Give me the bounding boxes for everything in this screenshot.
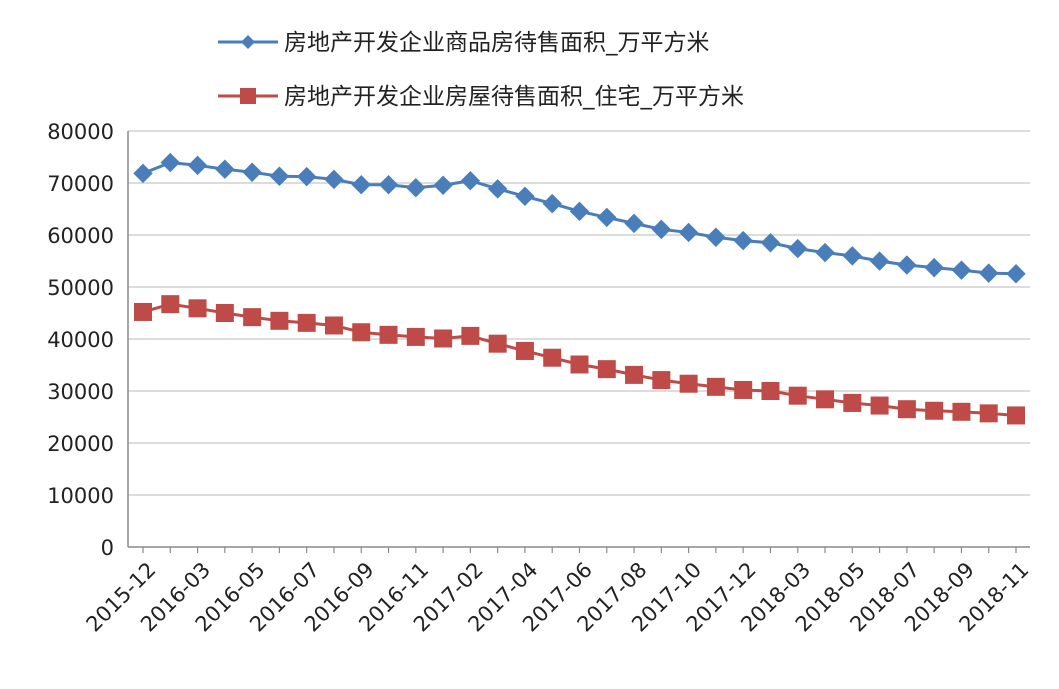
data-point xyxy=(1006,264,1026,284)
data-point xyxy=(815,242,835,263)
data-point xyxy=(215,159,235,179)
data-point xyxy=(188,299,207,318)
data-point xyxy=(897,255,917,275)
data-point xyxy=(569,201,590,222)
data-point xyxy=(134,302,152,321)
data-point xyxy=(734,380,753,399)
data-point xyxy=(760,233,781,253)
data-point xyxy=(433,175,453,195)
data-point xyxy=(434,329,453,348)
data-point xyxy=(679,374,698,393)
data-point xyxy=(460,171,481,191)
data-point xyxy=(869,251,890,271)
data-point xyxy=(187,155,208,176)
data-point xyxy=(161,295,180,314)
data-point xyxy=(324,169,344,190)
data-point xyxy=(924,257,944,278)
data-point xyxy=(160,152,180,173)
legend-label: 房地产开发企业房屋待售面积_住宅_万平方米 xyxy=(284,84,744,110)
data-point xyxy=(515,186,535,206)
data-point xyxy=(843,393,862,412)
data-point xyxy=(952,402,971,421)
data-point xyxy=(378,175,399,195)
data-point xyxy=(297,313,316,332)
data-point xyxy=(352,323,371,342)
data-point xyxy=(1007,406,1025,425)
data-point xyxy=(652,371,671,390)
y-tick-label: 50000 xyxy=(47,276,114,300)
y-tick-label: 30000 xyxy=(47,380,114,404)
data-point xyxy=(979,404,998,423)
gridlines xyxy=(128,130,1030,496)
data-point xyxy=(324,316,343,335)
data-point xyxy=(406,177,426,198)
data-point xyxy=(624,213,644,234)
legend-marker xyxy=(240,88,256,104)
data-point xyxy=(269,166,290,186)
data-point xyxy=(597,360,616,379)
y-tick-label: 40000 xyxy=(47,328,114,352)
data-point xyxy=(487,179,508,199)
data-point xyxy=(543,348,562,367)
y-tick-label: 20000 xyxy=(47,432,114,456)
data-point xyxy=(925,401,944,420)
data-point xyxy=(951,260,972,280)
data-point xyxy=(788,386,807,405)
data-point xyxy=(296,166,317,187)
data-point xyxy=(351,174,371,195)
data-point xyxy=(625,365,644,384)
data-point xyxy=(706,377,725,396)
series-group xyxy=(133,152,1026,425)
data-point xyxy=(816,390,835,409)
legend-item: 房地产开发企业房屋待售面积_住宅_万平方米 xyxy=(218,84,744,110)
data-point xyxy=(597,207,617,228)
data-point xyxy=(215,304,234,322)
data-point xyxy=(542,193,562,214)
y-tick-label: 0 xyxy=(101,536,114,560)
data-point xyxy=(897,400,916,419)
series-2 xyxy=(134,295,1025,425)
data-point xyxy=(242,162,262,182)
y-tick-label: 70000 xyxy=(47,172,114,196)
data-point xyxy=(842,246,863,266)
data-point xyxy=(515,341,534,360)
data-point xyxy=(406,327,425,346)
data-point xyxy=(488,334,507,353)
series-1 xyxy=(133,152,1026,284)
data-point xyxy=(461,326,480,345)
data-point xyxy=(788,238,808,259)
y-tick-label: 10000 xyxy=(47,484,114,508)
axes: 0 10000 20000 30000 40000 50000 60000 70000 8000… xyxy=(47,120,1033,637)
data-point xyxy=(733,230,753,251)
y-tick-label: 60000 xyxy=(47,224,114,248)
data-point xyxy=(270,311,289,330)
legend-label: 房地产开发企业商品房待售面积_万平方米 xyxy=(284,30,710,56)
data-point xyxy=(651,219,672,240)
data-point xyxy=(979,263,999,283)
data-point xyxy=(133,163,153,184)
data-point xyxy=(379,325,398,344)
y-tick-label: 80000 xyxy=(47,120,114,144)
legend-marker xyxy=(241,35,255,49)
data-point xyxy=(570,355,589,374)
data-point xyxy=(761,382,780,400)
data-point xyxy=(870,396,889,415)
legend-item: 房地产开发企业商品房待售面积_万平方米 xyxy=(218,30,710,56)
data-point xyxy=(706,227,726,247)
data-point xyxy=(678,222,699,243)
data-point xyxy=(243,308,262,327)
